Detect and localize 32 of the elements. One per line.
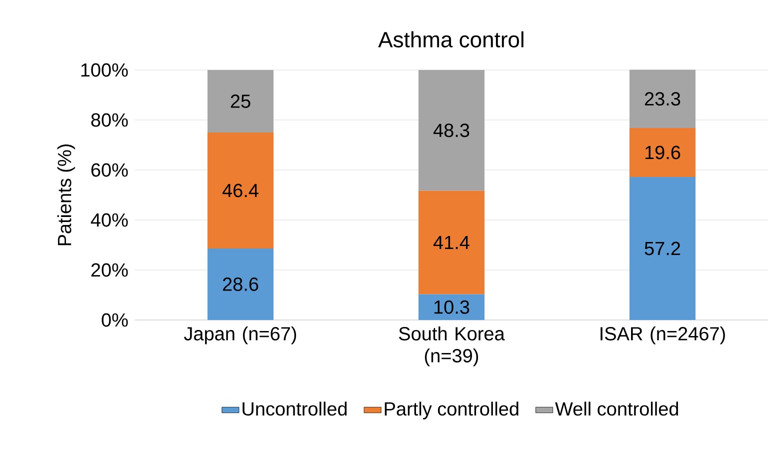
data-label: 28.6 xyxy=(222,278,258,291)
data-label: 10.3 xyxy=(434,300,470,314)
x-tick-label: Japan (n=67) xyxy=(184,326,296,344)
chart-title: Asthma control xyxy=(378,31,524,48)
data-label: 48.3 xyxy=(433,124,470,138)
legend-label: Well controlled xyxy=(555,402,678,416)
x-tick-label: ISAR (n=2467) xyxy=(600,326,725,344)
bar xyxy=(630,128,696,177)
bar xyxy=(418,70,485,191)
bar xyxy=(630,70,696,128)
legend-label: Partly controlled xyxy=(384,402,518,420)
data-label: 57.2 xyxy=(644,242,680,256)
data-label: 46.4 xyxy=(222,184,258,198)
bar xyxy=(630,176,696,320)
bar xyxy=(418,190,485,294)
bar xyxy=(208,132,274,248)
y-tick-label: 60% xyxy=(91,163,128,177)
y-tick-label: 80% xyxy=(91,113,128,127)
x-tick-label: South Korea (n=39) xyxy=(399,326,505,366)
data-label: 19.6 xyxy=(645,146,680,160)
bar xyxy=(418,294,485,320)
data-label: 25 xyxy=(230,94,250,108)
y-tick-label: 0% xyxy=(102,313,128,327)
data-label: 23.3 xyxy=(644,92,680,106)
data-label: 41.4 xyxy=(433,236,470,250)
y-tick-label: 20% xyxy=(91,263,128,277)
legend-label: Uncontrolled xyxy=(242,402,347,416)
bar xyxy=(208,70,274,132)
y-tick-label: 40% xyxy=(90,213,128,227)
bar xyxy=(208,248,274,320)
y-axis-title: Patients (%) xyxy=(57,144,76,246)
y-tick-label: 100% xyxy=(81,63,128,77)
